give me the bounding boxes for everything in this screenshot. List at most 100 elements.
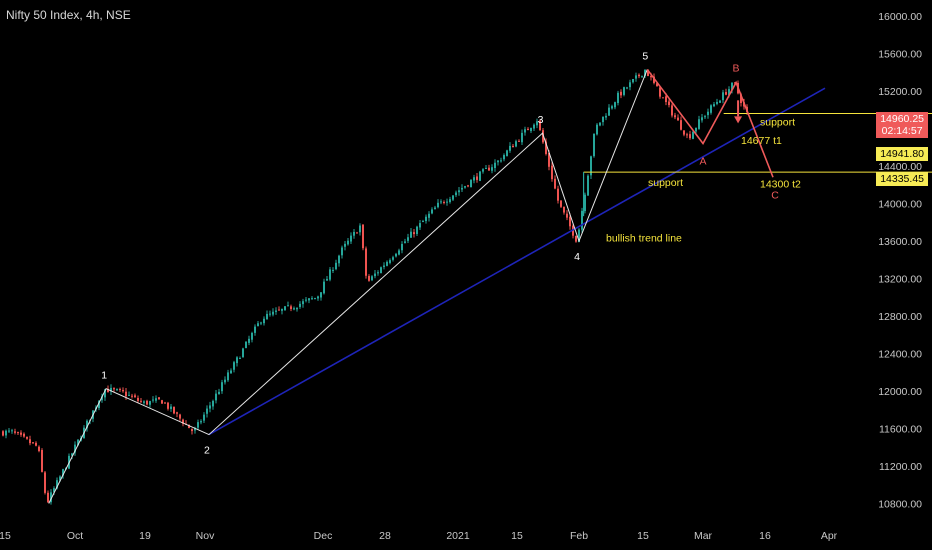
candle-body: [575, 235, 577, 242]
candle-body: [230, 370, 232, 374]
candle-body: [182, 419, 184, 424]
candle-body: [314, 298, 316, 300]
candle-body: [422, 221, 424, 223]
candle-body: [476, 176, 478, 180]
candle-body: [2, 431, 4, 436]
candle-body: [491, 167, 493, 171]
candle-body: [683, 130, 685, 135]
candle-body: [506, 150, 508, 156]
candle-body: [347, 240, 349, 245]
y-tick-label: 10800.00: [878, 499, 922, 511]
candle-body: [116, 389, 118, 391]
candle-body: [338, 255, 340, 264]
candle-body: [236, 357, 238, 364]
candle-body: [353, 231, 355, 236]
candle-body: [320, 292, 322, 298]
candle-body: [578, 229, 580, 243]
candle-body: [350, 235, 352, 242]
x-tick-label: 28: [379, 530, 391, 542]
candle-body: [122, 390, 124, 392]
candle-body: [98, 400, 100, 408]
candle-body: [704, 116, 706, 118]
support-label: support: [648, 177, 683, 189]
chart-lines: [48, 68, 932, 504]
candle-body: [701, 117, 703, 121]
candle-body: [641, 75, 643, 77]
candle-body: [77, 439, 79, 446]
pattern-label: B: [733, 63, 740, 75]
candle-body: [542, 130, 544, 143]
candle-body: [260, 322, 262, 324]
candle-body: [125, 391, 127, 397]
candle-body: [461, 187, 463, 190]
candle-body: [539, 120, 541, 130]
candle-body: [299, 303, 301, 307]
candle-body: [482, 169, 484, 172]
support-label: support: [760, 117, 795, 129]
candle-body: [5, 430, 7, 436]
chart-title: Nifty 50 Index, 4h, NSE: [6, 8, 131, 22]
candle-body: [287, 305, 289, 307]
candle-body: [722, 92, 724, 101]
candle-body: [8, 430, 10, 432]
candle-body: [293, 308, 295, 310]
candle-body: [137, 397, 139, 401]
candle-body: [677, 117, 679, 121]
target-label: 14677 t1: [741, 135, 782, 147]
candle-body: [614, 102, 616, 108]
candle-body: [674, 115, 676, 118]
candle-body: [725, 92, 727, 95]
candle-body: [218, 391, 220, 395]
candle-body: [20, 432, 22, 435]
candle-body: [341, 247, 343, 256]
candle-body: [134, 395, 136, 398]
trend-line: [208, 87, 826, 436]
candle-body: [323, 281, 325, 294]
candle-body: [161, 400, 163, 404]
candle-body: [707, 111, 709, 116]
bar-countdown: 02:14:57: [881, 125, 923, 138]
candle-body: [233, 362, 235, 370]
candle-body: [635, 75, 637, 79]
candle-body: [533, 124, 535, 129]
candle-body: [371, 276, 373, 281]
candle-body: [110, 387, 112, 392]
candle-body: [149, 401, 151, 405]
y-tick-label: 14400.00: [878, 161, 922, 173]
candle-body: [419, 223, 421, 228]
candle-body: [41, 450, 43, 472]
candle-body: [53, 488, 55, 493]
candle-body: [566, 213, 568, 218]
y-tick-label: 15600.00: [878, 49, 922, 61]
candle-body: [590, 156, 592, 176]
x-tick-label: 15: [511, 530, 523, 542]
time-axis: 15 Oct 19 Nov Dec 28 2021 15 Feb 15 Mar 16 Apr: [0, 530, 838, 542]
candle-body: [290, 306, 292, 309]
candle-body: [656, 83, 658, 87]
candle-body: [239, 358, 241, 360]
x-tick-label: 15: [0, 530, 11, 542]
x-tick-label: Oct: [67, 530, 83, 542]
candle-body: [44, 472, 46, 493]
wave-label: 5: [642, 50, 648, 62]
wave-label: 3: [538, 114, 544, 126]
candle-body: [632, 79, 634, 83]
candle-body: [143, 401, 145, 403]
candle-body: [308, 298, 310, 301]
candle-body: [359, 225, 361, 233]
x-tick-label: Nov: [196, 530, 215, 542]
candle-body: [257, 323, 259, 327]
candle-body: [197, 422, 199, 428]
x-tick-label: 19: [139, 530, 151, 542]
candle-body: [380, 267, 382, 274]
candle-body: [587, 175, 589, 196]
candle-body: [284, 306, 286, 310]
y-tick-label: 16000.00: [878, 11, 922, 23]
candle-body: [167, 402, 169, 409]
x-tick-label: Mar: [694, 530, 713, 542]
candle-body: [551, 165, 553, 180]
candle-body: [626, 87, 628, 89]
candle-body: [227, 372, 229, 381]
